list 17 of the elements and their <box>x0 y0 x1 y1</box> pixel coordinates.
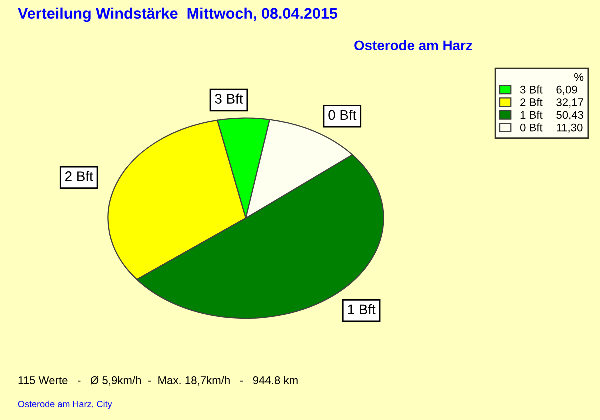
legend-title: % <box>574 73 584 82</box>
slice-label: 0 Bft <box>328 110 357 120</box>
slice-label: 2 Bft <box>66 171 94 182</box>
slice-label: 3 Bft <box>215 94 244 104</box>
legend-label: 0 Bft <box>520 124 543 132</box>
slice-label: 1 Bft <box>348 304 376 315</box>
data-label: 32,17 <box>556 98 584 108</box>
legend-label: 3 Bft <box>520 86 543 94</box>
text: 115 Werte - Ø 5,9km/h - Max. 18,7km/h - 944.8 km <box>18 376 298 386</box>
chart-title: Verteilung Windstärke Mittwoch, 08.04.2015 <box>18 8 338 22</box>
data-label: 11,30 <box>557 124 583 134</box>
text: Osterode am Harz, City <box>18 400 112 410</box>
legend-label: 1 Bft <box>520 110 543 120</box>
data-label: 50,43 <box>556 111 584 120</box>
data-label: 6,09 <box>556 86 578 96</box>
chart-subtitle: Osterode am Harz <box>354 40 472 51</box>
legend-label: 2 Bft <box>520 98 543 106</box>
